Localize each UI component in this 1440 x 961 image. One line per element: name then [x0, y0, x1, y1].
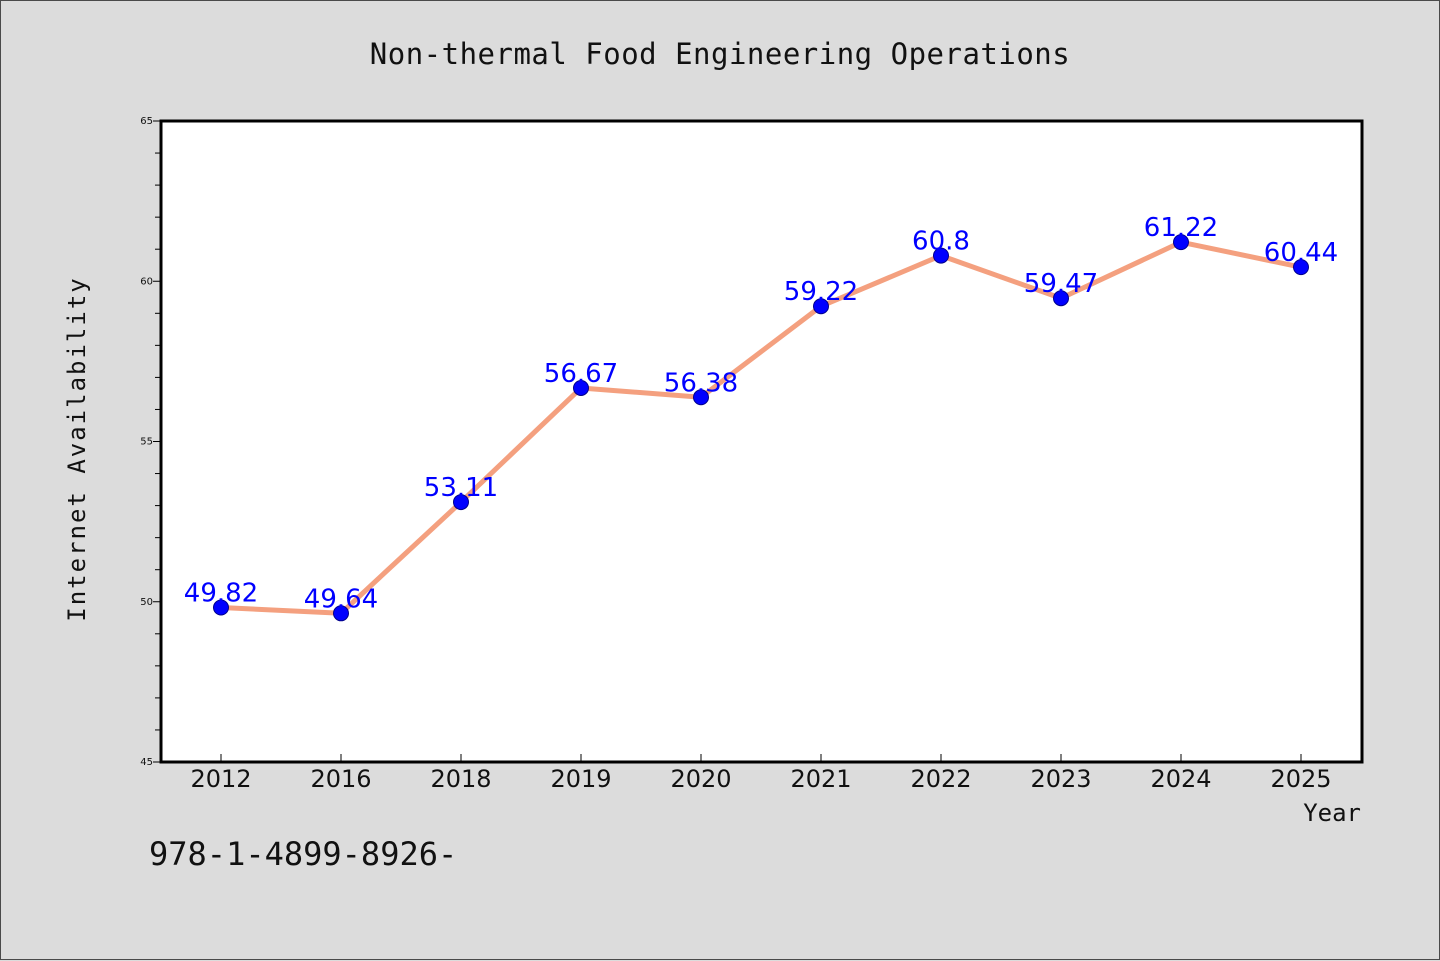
y-axis-label: Internet Availability — [63, 276, 91, 621]
chart-title: Non-thermal Food Engineering Operations — [370, 37, 1070, 71]
data-label: 61.22 — [1144, 213, 1218, 243]
y-tick-label: 50 — [140, 597, 153, 608]
x-axis: 2012 2016 2018 2019 2020 2021 2022 2023 2024 2025 — [190, 754, 1332, 793]
data-point — [573, 379, 589, 396]
x-tick-label: 2022 — [910, 765, 971, 793]
y-axis: 45 50 55 60 65 — [140, 116, 161, 768]
footer-code: 978-1-4899-8926- — [149, 835, 457, 873]
data-point — [933, 247, 949, 264]
x-tick-label: 2021 — [790, 765, 851, 793]
y-tick-label: 55 — [140, 437, 153, 448]
data-point — [1293, 259, 1309, 276]
x-tick-label: 2023 — [1030, 765, 1091, 793]
series-line — [220, 239, 1302, 616]
x-tick-label: 2019 — [550, 765, 611, 793]
data-point — [333, 605, 349, 622]
data-label: 59.22 — [784, 277, 858, 307]
plot-area — [159, 119, 1364, 764]
x-tick-label: 2016 — [310, 765, 371, 793]
data-label: 49.64 — [304, 584, 378, 614]
data-label: 56.67 — [544, 359, 618, 389]
data-label: 60.8 — [912, 227, 970, 257]
data-point — [1173, 234, 1189, 251]
data-label: 59.47 — [1024, 269, 1098, 299]
y-tick-label: 65 — [140, 116, 153, 127]
data-point — [1053, 290, 1069, 307]
data-label: 49.82 — [184, 579, 258, 609]
data-point — [813, 298, 829, 315]
data-markers — [213, 234, 1309, 622]
data-label: 60.44 — [1264, 238, 1338, 268]
x-tick-label: 2024 — [1150, 765, 1211, 793]
data-labels: 49.82 49.64 53.11 56.67 56.38 59.22 60.8 59.47 6… — [184, 213, 1338, 614]
y-tick-label: 60 — [140, 276, 153, 287]
x-tick-label: 2020 — [670, 765, 731, 793]
data-point — [213, 599, 229, 616]
data-label: 53.11 — [424, 473, 498, 503]
data-point — [693, 389, 709, 406]
x-axis-label: Year — [1303, 799, 1361, 827]
y-tick-label: 45 — [140, 757, 153, 768]
data-point — [453, 494, 469, 511]
x-tick-label: 2018 — [430, 765, 491, 793]
x-tick-label: 2012 — [190, 765, 251, 793]
data-label: 56.38 — [664, 368, 738, 398]
x-tick-label: 2025 — [1270, 765, 1331, 793]
